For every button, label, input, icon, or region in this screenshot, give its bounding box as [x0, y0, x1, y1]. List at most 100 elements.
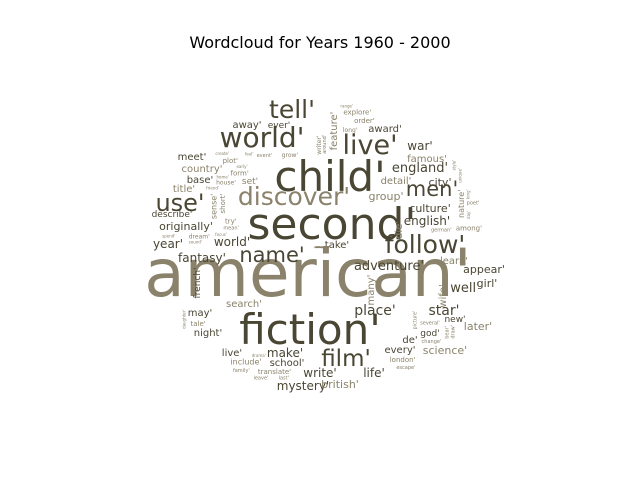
word-80: try' — [225, 218, 237, 226]
word-68: order' — [354, 117, 375, 125]
word-100: change' — [422, 339, 442, 345]
word-112: study' — [317, 245, 326, 249]
word-109: focus' — [215, 232, 227, 237]
word-81: fictional' — [316, 245, 329, 249]
word-30: science' — [423, 344, 467, 357]
word-114: daughter' — [182, 310, 187, 329]
word-108: bear' — [444, 326, 450, 339]
word-39: award' — [368, 124, 401, 135]
word-34: appear' — [463, 263, 505, 276]
word-88: house' — [216, 179, 236, 186]
word-52: school' — [270, 358, 305, 369]
word-73: form' — [231, 169, 249, 177]
word-6: tell' — [269, 95, 315, 124]
word-96: picture' — [413, 311, 419, 330]
word-11: name' — [239, 243, 304, 267]
word-89: present' — [316, 245, 328, 249]
word-15: english' — [404, 214, 450, 228]
word-67: chronicle' — [315, 245, 330, 249]
word-74: london' — [390, 356, 416, 364]
word-5: live' — [342, 130, 397, 161]
word-4: world' — [220, 121, 305, 154]
word-21: year' — [153, 237, 183, 251]
word-18: well' — [450, 281, 479, 296]
word-47: take' — [325, 240, 349, 251]
word-7: discover' — [238, 182, 350, 211]
word-87: paperback' — [314, 245, 331, 249]
word-28: culture' — [409, 202, 450, 215]
word-42: may' — [188, 308, 213, 319]
word-24: life' — [363, 366, 385, 380]
word-105: draw' — [450, 325, 456, 339]
word-48: detail' — [381, 176, 412, 187]
word-53: learn' — [440, 256, 468, 267]
word-3: fiction' — [239, 305, 381, 354]
word-51: every' — [384, 345, 415, 356]
word-9: use' — [155, 189, 204, 217]
word-91: event' — [257, 153, 273, 159]
word-27: war' — [407, 139, 432, 153]
word-0: american' — [144, 235, 472, 312]
word-38: base' — [187, 175, 214, 186]
word-16: place' — [354, 303, 396, 319]
word-58: wife' — [438, 284, 449, 307]
word-117: america' — [316, 245, 329, 249]
word-29: city' — [429, 176, 452, 189]
word-78: begin' — [317, 245, 326, 249]
word-113: friend' — [206, 186, 219, 191]
word-104: last' — [279, 376, 289, 382]
word-99: south' — [317, 245, 326, 249]
word-55: set' — [242, 177, 258, 187]
word-59: god' — [420, 329, 439, 339]
word-56: many' — [366, 275, 377, 306]
word-86: complete' — [315, 245, 330, 249]
word-1: second' — [247, 199, 416, 250]
word-45: describe' — [152, 210, 193, 220]
word-13: adventure' — [354, 259, 424, 274]
word-70: plot' — [223, 157, 238, 165]
word-125: spend' — [162, 233, 175, 238]
word-14: england' — [392, 161, 448, 176]
word-121: sound' — [189, 240, 202, 245]
word-98: escape' — [396, 365, 415, 371]
word-41: night' — [194, 328, 222, 339]
word-54: search' — [226, 299, 262, 310]
word-76: translate' — [258, 368, 291, 376]
word-62: ever' — [268, 121, 291, 131]
word-31: british' — [321, 378, 359, 391]
word-57: die' — [394, 221, 405, 239]
word-37: meet' — [178, 152, 207, 163]
word-32: group' — [369, 190, 404, 203]
word-84: travel' — [317, 245, 327, 249]
word-44: title' — [173, 184, 195, 195]
word-72: murder' — [316, 245, 328, 249]
word-122: home' — [217, 174, 229, 179]
word-50: feature' — [329, 112, 340, 151]
word-101: mean' — [223, 225, 239, 231]
word-43: country' — [182, 164, 223, 175]
word-12: men' — [406, 177, 458, 201]
word-26: live' — [222, 348, 242, 359]
word-40: away' — [232, 120, 261, 131]
word-83: dream' — [189, 234, 210, 241]
word-92: long' — [343, 127, 358, 134]
word-94: german' — [431, 227, 452, 233]
word-110: early' — [236, 164, 247, 169]
word-2: child' — [274, 152, 385, 201]
word-93: around' — [322, 135, 328, 154]
word-85: classic' — [317, 245, 328, 249]
word-25: make' — [267, 346, 303, 360]
word-19: fantasy' — [178, 251, 226, 265]
word-111: king' — [465, 189, 470, 199]
word-66: nature' — [457, 190, 466, 218]
word-77: tale' — [190, 320, 205, 328]
word-46: french' — [193, 267, 203, 298]
word-97: several' — [420, 321, 440, 327]
word-20: mystery' — [277, 379, 329, 393]
word-115: drama' — [252, 353, 266, 358]
word-126: unique' — [457, 168, 462, 183]
word-102: stand' — [317, 245, 326, 249]
word-22: world' — [214, 235, 250, 249]
